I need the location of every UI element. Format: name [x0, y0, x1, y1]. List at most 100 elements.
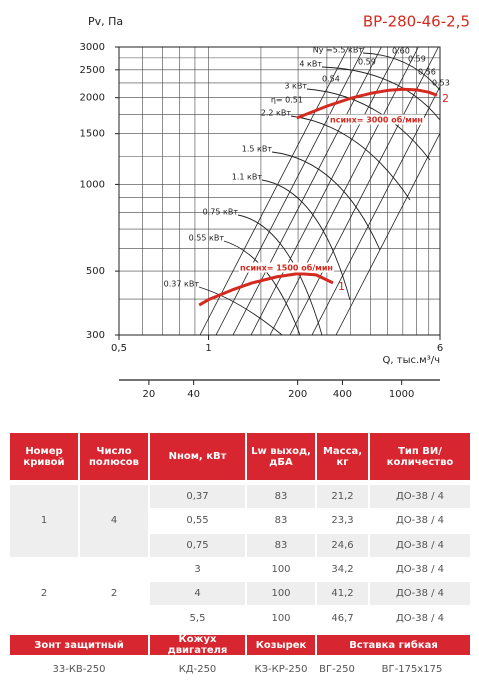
annotation: 2.2 кВт	[261, 109, 292, 118]
annotation: 1.1 кВт	[232, 173, 263, 182]
system-line	[335, 132, 440, 335]
accessory-header: Зонт защитный	[10, 635, 148, 655]
annotation: 0.37 кВт	[164, 280, 200, 289]
data-cell: 100	[271, 564, 291, 576]
annotation: η= 0.51	[271, 96, 303, 105]
data-cell: 34,2	[331, 564, 354, 576]
power-line	[321, 66, 440, 121]
y-tick-label: 1000	[80, 179, 105, 190]
accessory-cell: КЗ-КР-250	[254, 663, 308, 675]
annotation: 1.5 кВт	[242, 145, 273, 154]
accessory-header: Козырек	[247, 635, 315, 655]
annotation: Ny =5.5 кВт	[313, 46, 364, 55]
annotation: nсинх= 3000 об/мин	[330, 115, 423, 125]
x-tick-label: 6	[437, 343, 443, 354]
y-tick-label: 300	[86, 330, 105, 341]
data-cell: ДО-38 / 4	[395, 612, 445, 624]
x-tick-label: 1	[205, 343, 211, 354]
y-tick-label: 3000	[80, 42, 105, 53]
data-cell: 0,55	[186, 515, 209, 527]
data-cell: ДО-38 / 4	[395, 564, 445, 576]
curve	[198, 272, 334, 307]
system-line	[232, 47, 382, 335]
x2-tick-label: 20	[142, 389, 155, 400]
data-cell: 21,2	[317, 485, 368, 509]
power-line	[237, 214, 323, 335]
annotation: 3 кВт	[284, 82, 307, 91]
curve-cell: 2	[40, 588, 48, 600]
accessory-cell: ВГ-250	[319, 663, 355, 675]
header-cell: Nном, кВт	[150, 433, 245, 480]
power-line	[261, 179, 351, 301]
data-cell: 4	[150, 582, 245, 606]
data-cell: 24,6	[317, 533, 368, 557]
header-cell: Тип ВИ/ количество	[370, 433, 470, 480]
power-line	[198, 286, 283, 335]
y-tick-label: 1500	[80, 129, 105, 140]
annotation: 0.59	[408, 55, 426, 64]
accessory-cell: ВГ-175х175	[381, 663, 443, 675]
curve	[296, 87, 438, 120]
chart: ВР-280-46-2,5 Pv, Па Q, тыс.м³/ч 300 500 1…	[80, 13, 470, 401]
accessory-header: Вставка гибкая	[317, 635, 470, 655]
y-tick-label: 2000	[80, 93, 105, 104]
power-line	[306, 88, 431, 161]
header-cell: Lw выход, дБА	[247, 433, 315, 480]
data-cell: 0,37	[150, 485, 245, 509]
x2-tick-label: 400	[333, 389, 352, 400]
header-cell: Число полюсов	[80, 433, 148, 480]
chart-title: ВР-280-46-2,5	[363, 13, 470, 31]
data-cell: 23,3	[331, 515, 354, 527]
power-line	[271, 151, 381, 251]
accessory-cell: КД-250	[178, 663, 217, 675]
annotation: nсинх= 1500 об/мин	[240, 263, 333, 273]
annotation: 0.59	[358, 58, 376, 67]
annotation: 0.53	[432, 79, 450, 88]
data-cell: 41,2	[317, 582, 368, 606]
data-cell: 83	[247, 485, 315, 509]
system-line	[269, 47, 419, 335]
header-cell: Масса, кг	[317, 433, 368, 480]
power-line	[290, 115, 411, 201]
annotation: 0.56	[418, 68, 436, 77]
poles-cell: 2	[110, 588, 118, 600]
annotation: 0.54	[322, 75, 340, 84]
system-line	[199, 47, 349, 335]
poles-cell: 4	[80, 485, 148, 557]
y-tick-label: 500	[86, 266, 105, 277]
x2-tick-label: 200	[288, 389, 307, 400]
y-tick-label: 2500	[80, 65, 105, 76]
data-cell: ДО-38 / 4	[370, 533, 470, 557]
annotation-bg	[239, 262, 334, 273]
data-cell: 0,75	[150, 533, 245, 557]
x-tick-label: 0,5	[111, 343, 127, 354]
x2-tick-label: 1000	[389, 389, 414, 400]
annotation: 0.60	[392, 47, 410, 56]
accessory-cell: 33-КВ-250	[52, 663, 106, 675]
annotation-bg	[329, 114, 424, 125]
plot-frame	[118, 46, 441, 336]
annotation: 0.55 кВт	[189, 234, 225, 243]
header-cell: Номер кривой	[10, 433, 78, 480]
data-cell: 46,7	[331, 612, 354, 624]
data-cell: ДО-38 / 4	[370, 485, 470, 509]
data-cell: 100	[271, 612, 291, 624]
data-cell: ДО-38 / 4	[395, 515, 445, 527]
data-cell: 3	[194, 564, 201, 576]
curve-label: 2	[442, 92, 449, 105]
annotation: 4 кВт	[299, 60, 322, 69]
curve-label: 1	[338, 280, 345, 293]
data-cell: 83	[274, 515, 288, 527]
data-cell: 5,5	[189, 612, 206, 624]
data-cell: ДО-38 / 4	[370, 582, 470, 606]
x2-tick-label: 40	[187, 389, 200, 400]
power-line	[362, 52, 440, 91]
curve-cell: 1	[10, 485, 78, 557]
system-line	[250, 47, 400, 335]
data-cell: 83	[247, 533, 315, 557]
annotation: 0.75 кВт	[203, 208, 239, 217]
data-cell: 100	[247, 582, 315, 606]
x-axis-label: Q, тыс.м³/ч	[383, 355, 440, 366]
accessory-header: Кожух двигателя	[150, 634, 245, 656]
